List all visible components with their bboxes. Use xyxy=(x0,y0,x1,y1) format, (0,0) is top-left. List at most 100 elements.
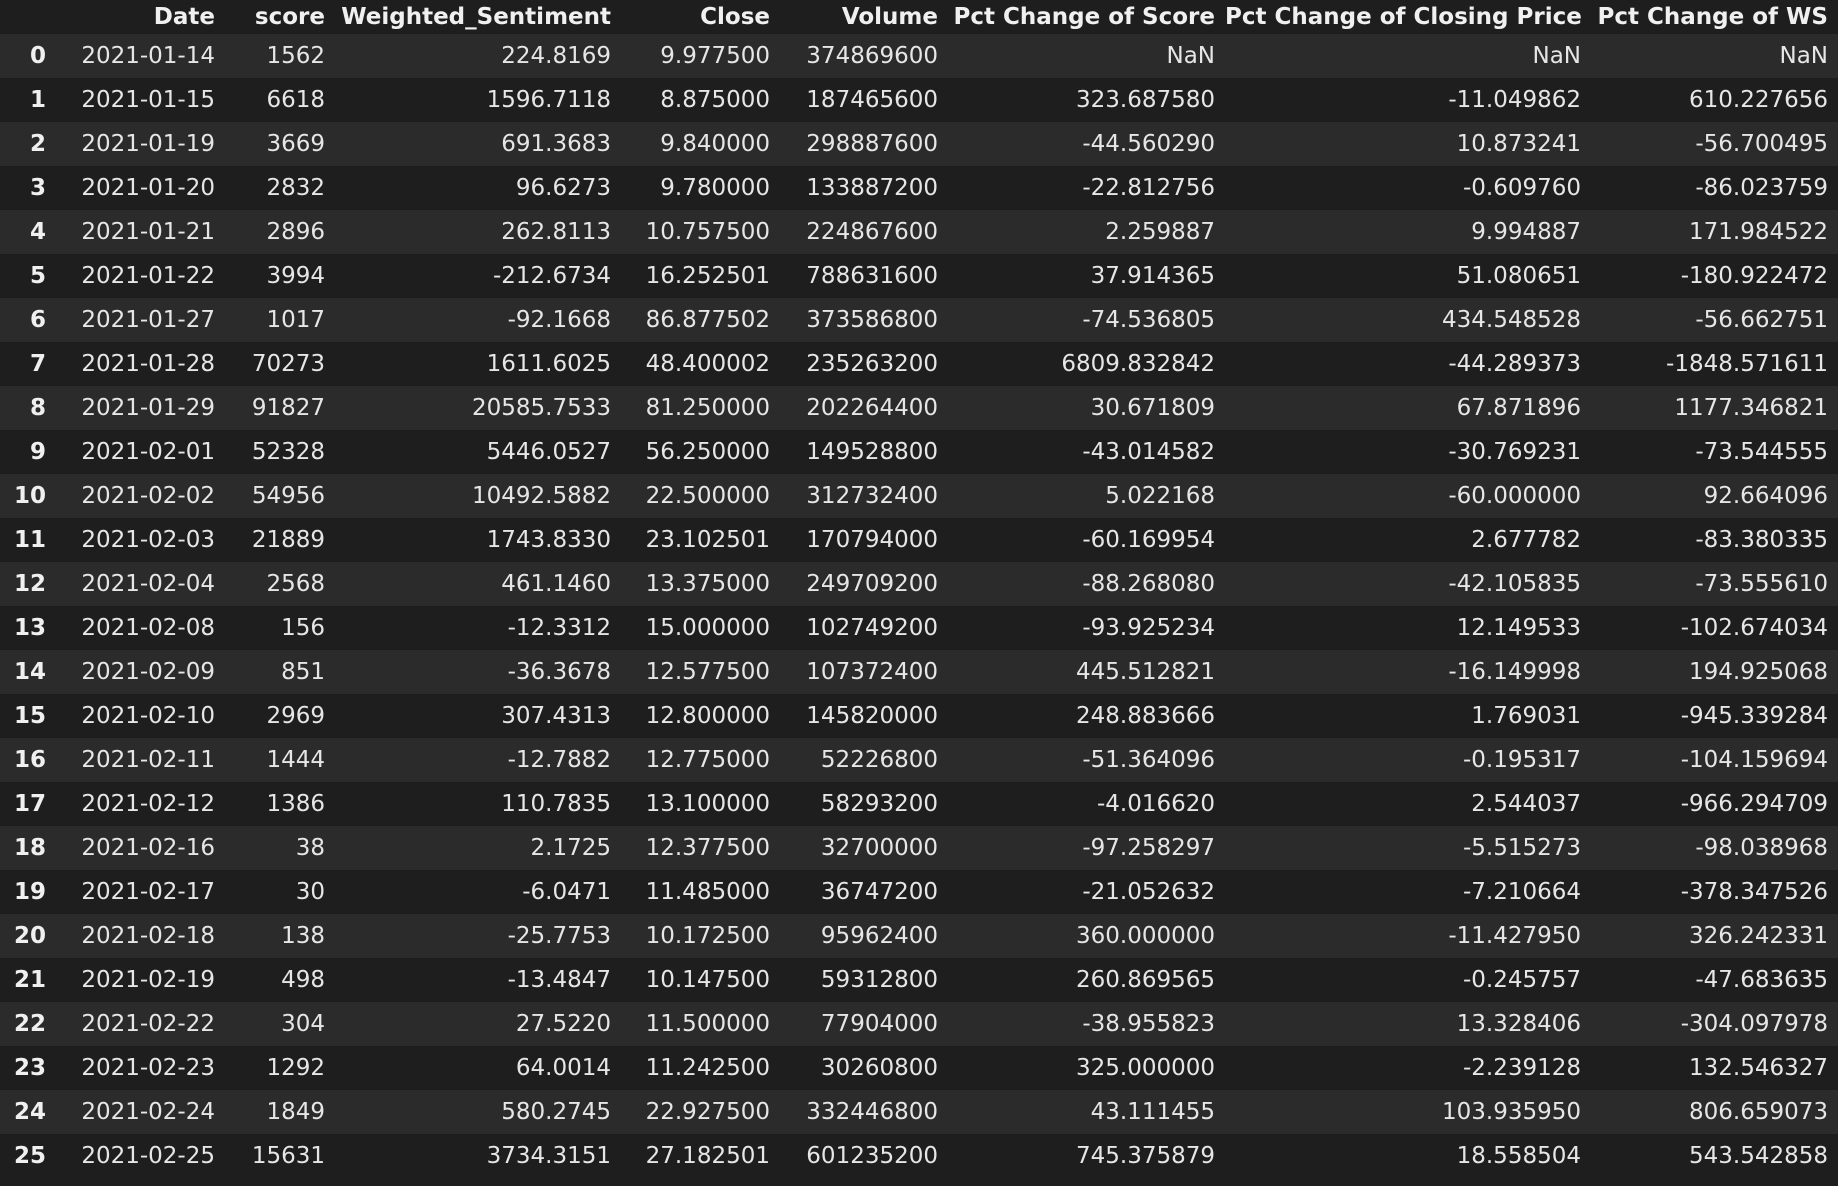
table-cell: 11.242500 xyxy=(645,1055,770,1081)
table-row: 19 2021-02-17 30 -6.0471 11.485000 36747200 -2… xyxy=(0,870,1838,914)
row-index: 24 xyxy=(13,1099,46,1125)
row-index: 22 xyxy=(13,1011,46,1037)
table-cell: -42.105835 xyxy=(1448,571,1581,597)
table-cell: 851 xyxy=(281,659,325,685)
table-cell: 22.500000 xyxy=(645,483,770,509)
table-cell: 9.780000 xyxy=(660,175,770,201)
table-cell: -212.6734 xyxy=(492,263,611,289)
table-cell: 110.7835 xyxy=(501,791,611,817)
table-cell: -47.683635 xyxy=(1695,967,1828,993)
table-cell: -11.049862 xyxy=(1448,87,1581,113)
table-cell: 12.377500 xyxy=(645,835,770,861)
table-cell: 260.869565 xyxy=(1075,967,1215,993)
table-cell: 9.994887 xyxy=(1471,219,1581,245)
column-header: Close xyxy=(700,4,770,30)
table-cell: 11.500000 xyxy=(645,1011,770,1037)
row-index: 4 xyxy=(29,219,46,245)
column-header: Pct Change of Closing Price xyxy=(1225,4,1582,30)
table-cell: 30260800 xyxy=(820,1055,938,1081)
row-index: 20 xyxy=(13,923,46,949)
table-cell: 77904000 xyxy=(820,1011,938,1037)
table-cell: 2832 xyxy=(266,175,325,201)
table-cell: -43.014582 xyxy=(1082,439,1215,465)
row-index: 5 xyxy=(29,263,46,289)
table-cell: 1386 xyxy=(266,791,325,817)
table-cell: 2021-02-03 xyxy=(81,527,215,553)
table-cell: 1017 xyxy=(266,307,325,333)
table-row: 15 2021-02-10 2969 307.4313 12.800000 1458200… xyxy=(0,694,1838,738)
row-index: 12 xyxy=(13,571,46,597)
table-cell: -16.149998 xyxy=(1448,659,1581,685)
table-cell: 170794000 xyxy=(806,527,938,553)
table-cell: 48.400002 xyxy=(645,351,770,377)
table-cell: -36.3678 xyxy=(507,659,611,685)
row-index: 1 xyxy=(29,87,46,113)
table-cell: 138 xyxy=(281,923,325,949)
row-index: 9 xyxy=(29,439,46,465)
table-cell: 2021-02-08 xyxy=(81,615,215,641)
table-cell: 81.250000 xyxy=(645,395,770,421)
table-cell: 249709200 xyxy=(806,571,938,597)
table-cell: 2021-01-15 xyxy=(81,87,215,113)
table-header: Date score Weighted_Sentiment Close Volume Pc… xyxy=(0,0,1838,34)
row-index: 21 xyxy=(13,967,46,993)
table-cell: -0.195317 xyxy=(1462,747,1581,773)
table-cell: -83.380335 xyxy=(1695,527,1828,553)
table-cell: -6.0471 xyxy=(522,879,611,905)
table-row: 18 2021-02-16 38 2.1725 12.377500 32700000 -97… xyxy=(0,826,1838,870)
table-cell: 9.840000 xyxy=(660,131,770,157)
table-cell: 59312800 xyxy=(820,967,938,993)
table-row: 23 2021-02-23 1292 64.0014 11.242500 30260800… xyxy=(0,1046,1838,1090)
table-cell: 20585.7533 xyxy=(471,395,611,421)
table-cell: 2021-02-22 xyxy=(81,1011,215,1037)
table-cell: 132.546327 xyxy=(1688,1055,1828,1081)
table-cell: -2.239128 xyxy=(1462,1055,1581,1081)
table-row: 20 2021-02-18 138 -25.7753 10.172500 95962400… xyxy=(0,914,1838,958)
table-cell: 2021-02-17 xyxy=(81,879,215,905)
table-cell: 2021-02-19 xyxy=(81,967,215,993)
table-cell: 332446800 xyxy=(806,1099,938,1125)
table-cell: 610.227656 xyxy=(1688,87,1828,113)
table-row: 7 2021-01-28 70273 1611.6025 48.400002 235263… xyxy=(0,342,1838,386)
table-cell: 102749200 xyxy=(806,615,938,641)
table-cell: 202264400 xyxy=(806,395,938,421)
table-cell: -378.347526 xyxy=(1680,879,1828,905)
table-row: 16 2021-02-11 1444 -12.7882 12.775000 5222680… xyxy=(0,738,1838,782)
table-cell: 15.000000 xyxy=(645,615,770,641)
table-cell: 56.250000 xyxy=(645,439,770,465)
table-cell: 15631 xyxy=(251,1143,325,1169)
table-cell: 2021-02-24 xyxy=(81,1099,215,1125)
table-cell: 12.775000 xyxy=(645,747,770,773)
table-row: 9 2021-02-01 52328 5446.0527 56.250000 149528… xyxy=(0,430,1838,474)
table-cell: 86.877502 xyxy=(645,307,770,333)
table-cell: 445.512821 xyxy=(1075,659,1215,685)
table-cell: -102.674034 xyxy=(1680,615,1828,641)
table-cell: 806.659073 xyxy=(1688,1099,1828,1125)
table-cell: 2896 xyxy=(266,219,325,245)
table-cell: 70273 xyxy=(251,351,325,377)
table-cell: -4.016620 xyxy=(1096,791,1215,817)
column-header-index xyxy=(0,0,52,34)
column-header: Weighted_Sentiment xyxy=(341,4,611,30)
table-cell: 12.149533 xyxy=(1456,615,1581,641)
table-row: 2 2021-01-19 3669 691.3683 9.840000 298887600… xyxy=(0,122,1838,166)
table-body: 0 2021-01-14 1562 224.8169 9.977500 374869600… xyxy=(0,34,1838,1178)
table-cell: -180.922472 xyxy=(1680,263,1828,289)
table-cell: 1611.6025 xyxy=(486,351,611,377)
table-cell: 2.1725 xyxy=(530,835,611,861)
table-cell: -56.700495 xyxy=(1695,131,1828,157)
table-cell: 2021-01-27 xyxy=(81,307,215,333)
table-cell: -5.515273 xyxy=(1462,835,1581,861)
table-cell: 171.984522 xyxy=(1688,219,1828,245)
table-cell: -38.955823 xyxy=(1082,1011,1215,1037)
table-cell: -44.289373 xyxy=(1448,351,1581,377)
table-cell: 52328 xyxy=(251,439,325,465)
table-cell: -60.169954 xyxy=(1082,527,1215,553)
table-cell: -30.769231 xyxy=(1448,439,1581,465)
table-cell: 149528800 xyxy=(806,439,938,465)
table-row: 1 2021-01-15 6618 1596.7118 8.875000 18746560… xyxy=(0,78,1838,122)
table-cell: -86.023759 xyxy=(1695,175,1828,201)
table-cell: 1444 xyxy=(266,747,325,773)
table-cell: 9.977500 xyxy=(660,43,770,69)
